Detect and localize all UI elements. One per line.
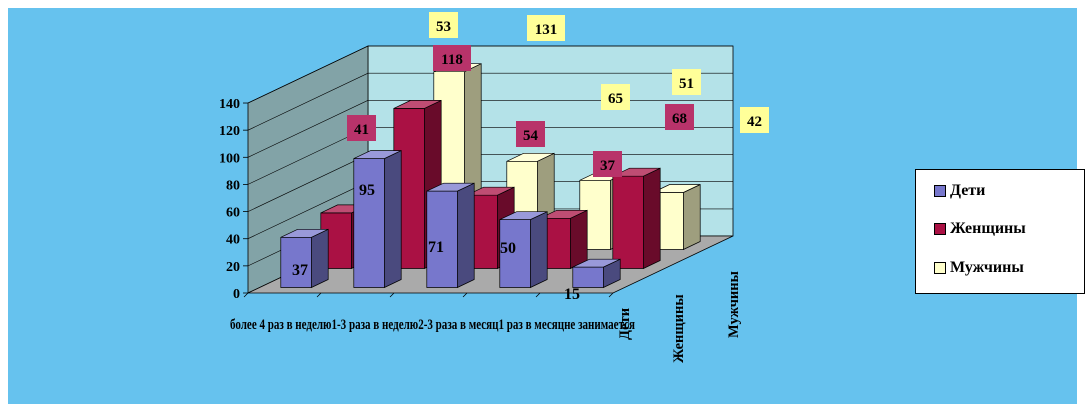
value-label-deti-3: 71: [428, 239, 444, 256]
value-labels: 37 95 71 50 15 41 118 54 37 68 53 131 65 51 42: [292, 12, 769, 303]
y-tick-label-80: 80: [226, 178, 240, 193]
legend-label-deti: Дети: [950, 182, 986, 199]
chart-3d-bar: 0 20 40 60 80 100 120 140 более 4 раз в неделю1-…: [219, 12, 769, 363]
bar-deti-2: [353, 150, 402, 289]
chart-area: 0 20 40 60 80 100 120 140 более 4 раз в неделю1-…: [8, 8, 1085, 404]
legend-item-zhenshchiny: Женщины: [934, 219, 1026, 239]
value-label-deti-1: 37: [292, 262, 308, 279]
legend-swatch-deti: [934, 185, 946, 197]
value-label-muzhchiny-1: 53: [429, 12, 458, 38]
value-label-deti-4: 50: [500, 240, 516, 257]
x-tick-1: [316, 292, 322, 298]
y-tick-label-40: 40: [226, 233, 240, 248]
value-label-zhenshchiny-3: 54: [516, 121, 545, 147]
legend-label-zhenshchiny: Женщины: [950, 220, 1026, 237]
value-label-muzhchiny-2: 131: [527, 15, 565, 41]
bar-deti-5: [572, 258, 621, 289]
svg-text:65: 65: [608, 91, 623, 107]
svg-text:37: 37: [600, 158, 616, 174]
bar-deti-4: [499, 211, 548, 289]
value-label-deti-2: 95: [359, 182, 375, 199]
legend-item-muzhchiny: Мужчины: [934, 258, 1024, 278]
depth-axis-label-deti: Дети: [617, 308, 633, 340]
axes: 0 20 40 60 80 100 120 140 более 4 раз в неделю1-…: [219, 97, 742, 363]
x-tick-4: [535, 292, 541, 298]
bar-deti-3: [426, 182, 475, 289]
value-label-zhenshchiny-4: 37: [593, 151, 622, 177]
svg-text:50: 50: [500, 240, 516, 257]
y-tick-label-140: 140: [219, 97, 240, 112]
svg-text:37: 37: [292, 262, 308, 279]
depth-axis-label-muzhchiny: Мужчины: [726, 271, 742, 338]
value-label-zhenshchiny-2: 118: [433, 45, 471, 71]
y-tick-label-0: 0: [233, 287, 240, 302]
svg-text:118: 118: [441, 52, 463, 68]
x-tick-0: [243, 292, 249, 298]
depth-axis-label-zhenshchiny: Женщины: [671, 294, 687, 363]
bar-zhenshchiny-5: [612, 167, 661, 270]
category-axis-labels: более 4 раз в неделю1-3 раза в неделю2-3…: [230, 317, 635, 333]
y-tick-label-100: 100: [219, 151, 240, 166]
svg-text:51: 51: [679, 76, 694, 92]
legend-swatch-zhenshchiny: [934, 223, 946, 235]
gridline-140: [247, 45, 733, 104]
bar-deti-1: [280, 228, 329, 289]
svg-text:95: 95: [359, 182, 375, 199]
legend: Дети Женщины Мужчины: [915, 169, 1085, 294]
x-tick-3: [462, 292, 468, 298]
svg-text:15: 15: [564, 286, 580, 303]
value-label-muzhchiny-4: 51: [672, 69, 701, 95]
svg-text:68: 68: [672, 111, 687, 127]
value-label-muzhchiny-5: 42: [740, 107, 769, 133]
bars: [280, 63, 701, 289]
x-tick-2: [389, 292, 395, 298]
value-label-deti-5: 15: [564, 286, 580, 303]
svg-text:42: 42: [747, 114, 762, 130]
svg-text:53: 53: [436, 19, 451, 35]
value-label-muzhchiny-3: 65: [601, 84, 630, 110]
y-tick-label-20: 20: [226, 260, 240, 275]
x-tick-5: [608, 292, 614, 298]
gridline-120: [247, 72, 733, 131]
svg-text:131: 131: [535, 22, 558, 38]
value-label-zhenshchiny-1: 41: [347, 115, 376, 141]
svg-text:54: 54: [523, 128, 539, 144]
legend-swatch-muzhchiny: [934, 262, 946, 274]
y-tick-label-120: 120: [219, 124, 240, 139]
legend-label-muzhchiny: Мужчины: [950, 259, 1024, 276]
svg-text:41: 41: [354, 122, 369, 138]
y-tick-label-60: 60: [226, 206, 240, 221]
svg-text:71: 71: [428, 239, 444, 256]
value-label-zhenshchiny-5: 68: [665, 104, 694, 130]
legend-item-deti: Дети: [934, 181, 985, 201]
